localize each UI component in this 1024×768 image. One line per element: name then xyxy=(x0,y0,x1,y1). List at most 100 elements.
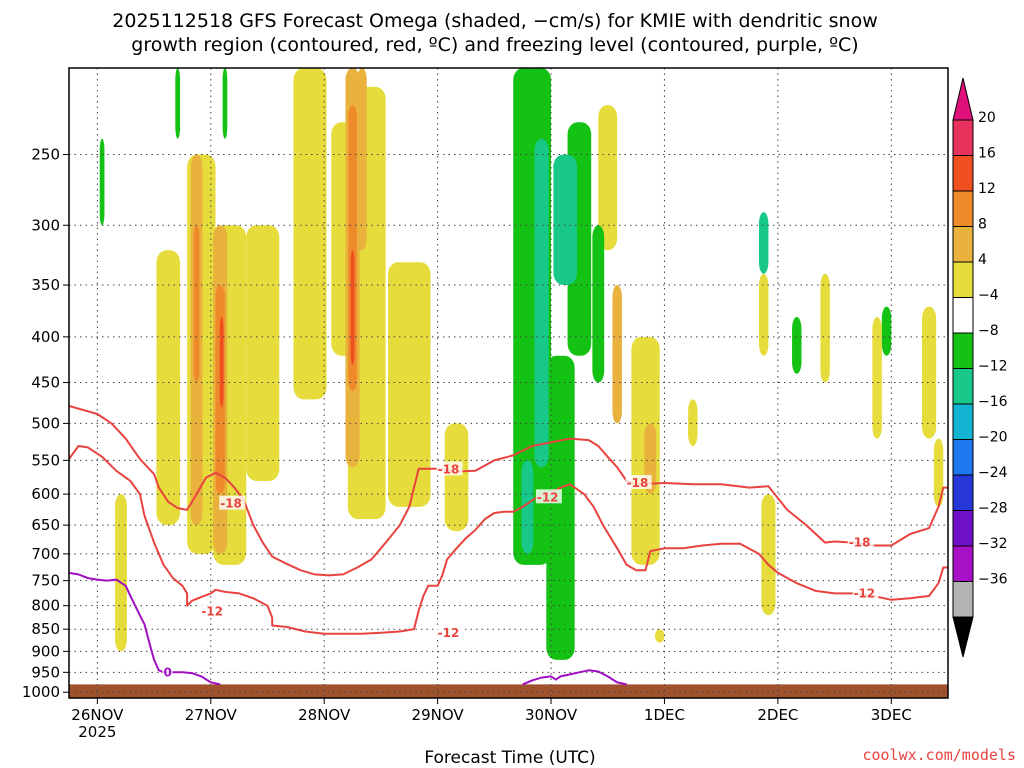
colorbar-label-5: −4 xyxy=(978,288,999,304)
omega-field-38 xyxy=(792,316,802,374)
contour-label-2-0: 0 xyxy=(164,665,172,679)
omega-field-23 xyxy=(357,68,367,251)
contour-label-0-2: -18 xyxy=(627,476,649,490)
y-tick-label-950: 950 xyxy=(31,663,60,681)
omega-field-1 xyxy=(156,250,181,526)
omega-field-26 xyxy=(193,225,200,383)
omega-field-33 xyxy=(222,68,228,139)
colorbar-swatch-2 xyxy=(952,190,974,227)
omega-field-10 xyxy=(598,104,618,251)
colorbar-swatch-4 xyxy=(952,261,974,298)
colorbar-label-12: −32 xyxy=(978,536,1008,552)
y-tick-label-1000: 1000 xyxy=(22,683,60,701)
omega-field-29 xyxy=(219,316,224,408)
y-tick-label-350: 350 xyxy=(31,276,60,294)
x-tick-label-5: 1DEC xyxy=(644,706,685,724)
contour-label-bg xyxy=(535,489,562,504)
y-tick-label-900: 900 xyxy=(31,642,60,660)
omega-field-0 xyxy=(115,494,127,652)
colorbar-label-3: 8 xyxy=(978,217,987,233)
y-tick-label-400: 400 xyxy=(31,328,60,346)
y-tick-label-300: 300 xyxy=(31,216,60,234)
x-tick-label-0: 26NOV xyxy=(71,706,124,724)
omega-field-28 xyxy=(348,104,357,392)
colorbar-swatch-1 xyxy=(952,155,974,192)
omega-field-4 xyxy=(246,225,280,481)
contour-line-0 xyxy=(69,404,948,577)
omega-field-37 xyxy=(592,225,605,383)
omega-field-43 xyxy=(758,212,769,274)
y-tick-label-800: 800 xyxy=(31,597,60,615)
contour-label-bg xyxy=(219,495,246,510)
colorbar-swatch-7 xyxy=(952,368,974,405)
colorbar-label-6: −8 xyxy=(978,323,999,339)
colorbar-top-arrow xyxy=(952,77,974,121)
colorbar-swatch-11 xyxy=(952,510,974,547)
colorbar-label-2: 12 xyxy=(978,181,996,197)
contour-label-bg xyxy=(852,585,879,600)
contour-label-1-3: -12 xyxy=(853,586,875,600)
colorbar-swatch-9 xyxy=(952,439,974,476)
omega-field-13 xyxy=(688,399,698,446)
x-tick-label-4: 30NOV xyxy=(525,706,578,724)
chart-title-line-1: 2025112518 GFS Forecast Omega (shaded, −… xyxy=(112,10,877,32)
contour-label-0-0: -18 xyxy=(220,497,242,511)
plot-grid xyxy=(69,68,948,698)
omega-field-31 xyxy=(99,138,105,226)
omega-field-30 xyxy=(350,250,355,365)
y-tick-label-700: 700 xyxy=(31,545,60,563)
contour-label-bg xyxy=(847,534,874,549)
y-tick-label-550: 550 xyxy=(31,451,60,469)
omega-field-35 xyxy=(546,355,575,660)
temperature-contours: -18 -18 -18 -18 -12 -12 -12 -12 0 xyxy=(69,404,948,686)
chart-title-line-2: growth region (contoured, red, ºC) and f… xyxy=(131,34,858,56)
colorbar-label-9: −20 xyxy=(978,430,1008,446)
contour-label-bg xyxy=(162,664,173,679)
contour-label-bg xyxy=(436,461,463,476)
colorbar-label-4: 4 xyxy=(978,252,987,268)
colorbar-label-13: −36 xyxy=(978,572,1008,588)
x-tick-label-7: 3DEC xyxy=(871,706,912,724)
omega-field-32 xyxy=(175,68,181,139)
colorbar-label-8: −16 xyxy=(978,394,1008,410)
contour-label-bg xyxy=(200,603,227,618)
contour-label-1-2: -12 xyxy=(537,490,559,504)
omega-field-14 xyxy=(761,494,776,616)
contour-label-bg xyxy=(625,474,652,489)
omega-field-8 xyxy=(387,262,431,507)
x-year-label: 2025 xyxy=(78,723,116,741)
x-tick-label-1: 27NOV xyxy=(185,706,238,724)
x-tick-label-6: 2DEC xyxy=(757,706,798,724)
omega-field-40 xyxy=(534,138,549,468)
omega-field-42 xyxy=(521,460,534,554)
omega-field-19 xyxy=(933,438,944,507)
x-tick-label-2: 28NOV xyxy=(298,706,351,724)
contour-label-0-3: -18 xyxy=(849,536,871,550)
contour-label-bg xyxy=(436,624,463,639)
colorbar-label-10: −24 xyxy=(978,465,1008,481)
credit-text: coolwx.com/models xyxy=(862,746,1016,764)
y-tick-label-750: 750 xyxy=(31,572,60,590)
colorbar-swatch-10 xyxy=(952,474,974,511)
contour-line-2 xyxy=(69,571,221,686)
colorbar-swatch-3 xyxy=(952,226,974,263)
omega-field-24 xyxy=(612,285,622,424)
x-axis: 26NOV 27NOV 28NOV 29NOV 30NOV 1DEC 2DEC 3DEC 202… xyxy=(71,698,912,741)
omega-field-5 xyxy=(293,68,327,400)
colorbar-swatch-8 xyxy=(952,403,974,440)
colorbar-label-0: 20 xyxy=(978,110,996,126)
y-tick-label-500: 500 xyxy=(31,414,60,432)
colorbar-bottom-arrow xyxy=(952,616,974,658)
omega-field-17 xyxy=(872,316,882,439)
colorbar-label-1: 16 xyxy=(978,146,996,162)
y-tick-label-250: 250 xyxy=(31,146,60,164)
contour-label-1-1: -12 xyxy=(438,626,460,640)
colorbar-label-11: −28 xyxy=(978,501,1008,517)
omega-field-18 xyxy=(922,306,937,439)
y-tick-label-650: 650 xyxy=(31,516,60,534)
x-axis-label: Forecast Time (UTC) xyxy=(424,748,595,768)
x-tick-label-3: 29NOV xyxy=(412,706,465,724)
y-axis: 250 300 350 400 450 500 550 600 650 700 750 800 850 9… xyxy=(22,146,69,701)
omega-field-12 xyxy=(655,629,665,643)
